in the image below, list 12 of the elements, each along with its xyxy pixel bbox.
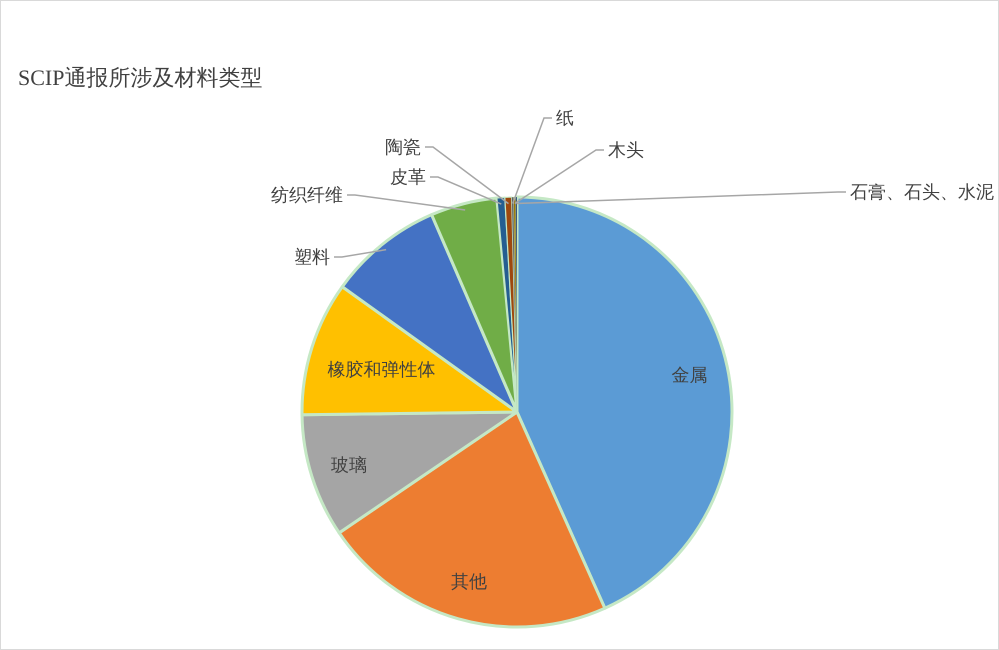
slice-label: 皮革 <box>390 167 426 187</box>
chart-title: SCIP通报所涉及材料类型 <box>18 65 262 90</box>
slice-label: 其他 <box>450 572 487 592</box>
slice-label: 石膏、石头、水泥 <box>850 182 994 202</box>
slice-label: 玻璃 <box>330 454 367 475</box>
slice-label: 陶瓷 <box>385 137 421 157</box>
slice-label: 塑料 <box>294 247 330 267</box>
slice-label: 橡胶和弹性体 <box>328 359 436 380</box>
slice-label: 纺织纤维 <box>271 185 343 205</box>
slice-label: 木头 <box>608 140 644 160</box>
slice-label: 金属 <box>671 365 708 386</box>
slice-label: 纸 <box>556 108 574 128</box>
